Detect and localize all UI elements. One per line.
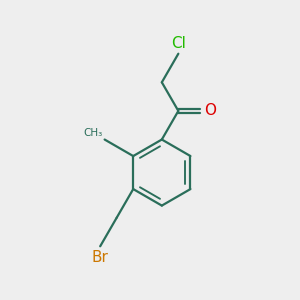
Text: Cl: Cl	[171, 36, 186, 51]
Text: O: O	[204, 103, 216, 118]
Text: CH₃: CH₃	[84, 128, 103, 138]
Text: Br: Br	[92, 250, 109, 265]
